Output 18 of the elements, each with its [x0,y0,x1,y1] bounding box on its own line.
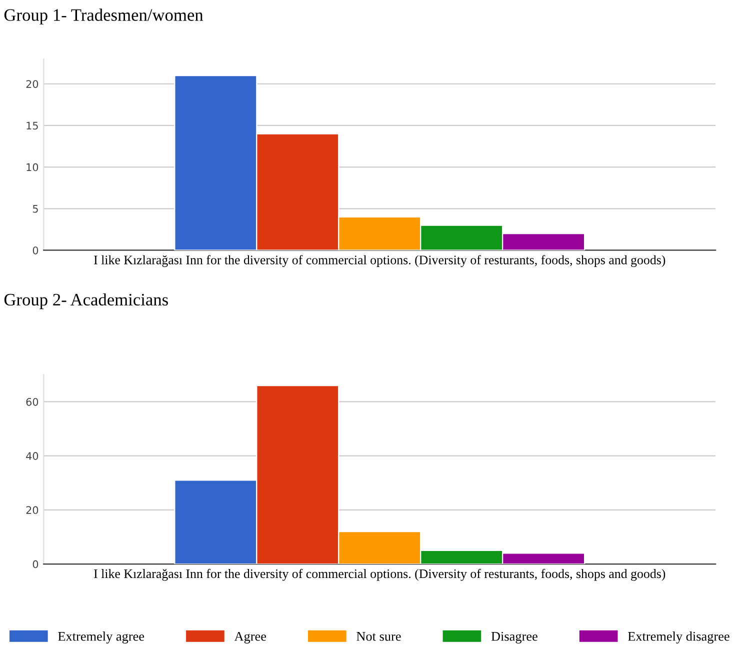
y-tick-label: 60 [26,398,38,406]
x-tick-label: I like Kızlarağası Inn for the diversity of commercial options. (Diversity of resturants, foods, shops and goods) [94,568,666,581]
y-tick-label: 0 [32,246,38,254]
y-tick-label: 0 [32,560,38,568]
y-tick-label: 5 [32,205,38,213]
legend-label: Agree [234,632,266,644]
legend-label: Extremely agree [58,632,144,644]
y-tick-label: 20 [26,80,38,88]
y-tick-label: 20 [26,506,38,514]
y-tick-label: 40 [26,452,38,460]
y-tick-label: 15 [26,122,38,130]
y-tick-label: 10 [26,163,38,172]
legend-label: Not sure [356,632,401,641]
legend-label: Disagree [491,632,538,644]
chart-title: Group 2- Academicians [4,293,168,310]
legend-label: Extremely disagree [628,632,730,644]
x-tick-label: I like Kızlarağası Inn for the diversity of commercial options. (Diversity of resturants, foods, shops and goods) [94,255,666,267]
chart-title: Group 1- Tradesmen/women [4,8,204,24]
